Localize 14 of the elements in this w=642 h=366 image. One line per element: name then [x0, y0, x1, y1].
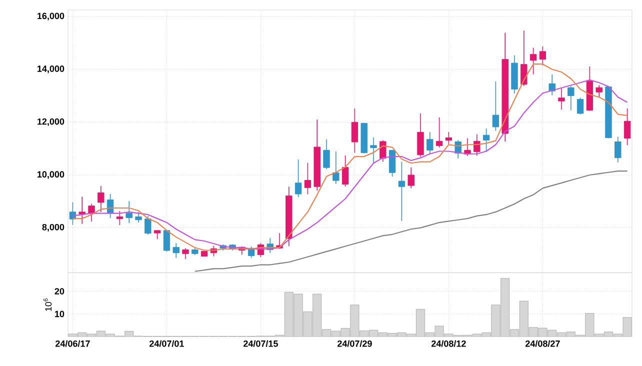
y-tick-label: 12,000	[38, 118, 64, 126]
y-tick-label: 20	[54, 288, 64, 294]
x-tick-label: 24/07/15	[244, 340, 278, 347]
y-tick-label: 10,000	[38, 171, 64, 179]
y-tick-label: 10	[55, 310, 64, 318]
x-tick-label: 24/06/17	[56, 340, 90, 347]
x-tick-label: 24/08/27	[525, 340, 560, 347]
y-tick-label: 8,000	[42, 224, 64, 232]
x-tick-label: 24/07/29	[337, 340, 372, 347]
y-tick-label: 14,000	[38, 66, 64, 74]
x-tick-label: 24/07/01	[150, 340, 184, 347]
y-axis-title: 10$^{6}$	[44, 298, 52, 311]
x-tick-label: 24/08/12	[431, 340, 466, 347]
y-tick-label: 16,000	[38, 12, 64, 20]
